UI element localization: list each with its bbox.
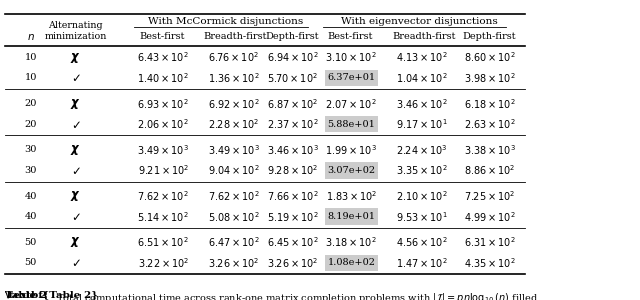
Text: $\checkmark$: $\checkmark$ (70, 71, 81, 85)
FancyBboxPatch shape (325, 116, 378, 132)
FancyBboxPatch shape (325, 255, 378, 271)
Text: $6.18 \times 10^{2}$: $6.18 \times 10^{2}$ (464, 97, 515, 111)
Text: $6.43 \times 10^{2}$: $6.43 \times 10^{2}$ (138, 51, 189, 64)
Text: With McCormick disjunctions: With McCormick disjunctions (148, 16, 303, 26)
Text: $2.07 \times 10^{2}$: $2.07 \times 10^{2}$ (326, 97, 377, 111)
Text: $1.83 \times 10^{2}$: $1.83 \times 10^{2}$ (326, 189, 377, 203)
FancyBboxPatch shape (325, 208, 378, 225)
Text: $4.99 \times 10^{2}$: $4.99 \times 10^{2}$ (464, 210, 515, 224)
Text: $9.28 \times 10^{2}$: $9.28 \times 10^{2}$ (267, 164, 318, 177)
Text: $7.66 \times 10^{2}$: $7.66 \times 10^{2}$ (267, 189, 318, 203)
Text: $6.47 \times 10^{2}$: $6.47 \times 10^{2}$ (208, 236, 259, 249)
Text: 10: 10 (24, 74, 37, 82)
Text: 6.37e+01: 6.37e+01 (327, 74, 376, 82)
Text: $3.46 \times 10^{3}$: $3.46 \times 10^{3}$ (266, 143, 319, 157)
Text: 20: 20 (24, 99, 37, 108)
Text: $4.13 \times 10^{2}$: $4.13 \times 10^{2}$ (396, 51, 447, 64)
FancyBboxPatch shape (325, 162, 378, 178)
FancyBboxPatch shape (325, 70, 378, 86)
Text: Breadth-first: Breadth-first (392, 32, 456, 41)
Text: $\checkmark$: $\checkmark$ (70, 164, 81, 177)
Text: $5.08 \times 10^{2}$: $5.08 \times 10^{2}$ (208, 210, 259, 224)
Text: $3.10 \times 10^{2}$: $3.10 \times 10^{2}$ (326, 51, 377, 64)
Text: $\checkmark$: $\checkmark$ (70, 210, 81, 223)
Text: $4.56 \times 10^{2}$: $4.56 \times 10^{2}$ (396, 236, 447, 249)
Text: $9.21 \times 10^{2}$: $9.21 \times 10^{2}$ (138, 164, 189, 177)
Text: $3.35 \times 10^{2}$: $3.35 \times 10^{2}$ (396, 164, 447, 177)
Text: $1.47 \times 10^{2}$: $1.47 \times 10^{2}$ (396, 256, 447, 270)
Text: $3.46 \times 10^{2}$: $3.46 \times 10^{2}$ (396, 97, 447, 111)
Text: $6.94 \times 10^{2}$: $6.94 \times 10^{2}$ (267, 51, 318, 64)
Text: $\checkmark$: $\checkmark$ (70, 256, 81, 269)
Text: With eigenvector disjunctions: With eigenvector disjunctions (341, 16, 497, 26)
Text: Alternating
minimization: Alternating minimization (44, 21, 107, 41)
Text: $\checkmark$: $\checkmark$ (70, 118, 81, 131)
Text: Depth-first: Depth-first (463, 32, 516, 41)
Text: $3.49 \times 10^{3}$: $3.49 \times 10^{3}$ (137, 143, 189, 157)
Text: $\boldsymbol{\chi}$: $\boldsymbol{\chi}$ (70, 51, 81, 64)
Text: $6.93 \times 10^{2}$: $6.93 \times 10^{2}$ (138, 97, 189, 111)
Text: $5.70 \times 10^{2}$: $5.70 \times 10^{2}$ (267, 71, 318, 85)
Text: $1.40 \times 10^{2}$: $1.40 \times 10^{2}$ (138, 71, 189, 85)
Text: $6.31 \times 10^{2}$: $6.31 \times 10^{2}$ (464, 236, 515, 249)
Text: $1.36 \times 10^{2}$: $1.36 \times 10^{2}$ (208, 71, 259, 85)
Text: 40: 40 (24, 192, 37, 201)
Text: 30: 30 (24, 166, 37, 175)
Text: $8.60 \times 10^{2}$: $8.60 \times 10^{2}$ (464, 51, 515, 64)
Text: $6.92 \times 10^{2}$: $6.92 \times 10^{2}$ (208, 97, 259, 111)
Text: $\boldsymbol{\chi}$: $\boldsymbol{\chi}$ (70, 143, 81, 157)
Text: 20: 20 (24, 120, 37, 129)
Text: 5.88e+01: 5.88e+01 (328, 120, 375, 129)
Text: \textbf{Table 2}: \textbf{Table 2} (5, 290, 98, 299)
Text: Best-first: Best-first (327, 32, 373, 41)
Text: $8.86 \times 10^{2}$: $8.86 \times 10^{2}$ (464, 164, 515, 177)
Text: $6.51 \times 10^{2}$: $6.51 \times 10^{2}$ (138, 236, 189, 249)
Text: $1.04 \times 10^{2}$: $1.04 \times 10^{2}$ (396, 71, 447, 85)
Text: 8.19e+01: 8.19e+01 (328, 212, 375, 221)
Text: 3.07e+02: 3.07e+02 (327, 166, 376, 175)
Text: $5.14 \times 10^{2}$: $5.14 \times 10^{2}$ (138, 210, 189, 224)
Text: $3.26 \times 10^{2}$: $3.26 \times 10^{2}$ (208, 256, 259, 270)
Text: $4.35 \times 10^{2}$: $4.35 \times 10^{2}$ (464, 256, 515, 270)
Text: $7.62 \times 10^{2}$: $7.62 \times 10^{2}$ (138, 189, 189, 203)
Text: 10: 10 (24, 53, 37, 62)
Text: $3.49 \times 10^{3}$: $3.49 \times 10^{3}$ (207, 143, 260, 157)
Text: $2.06 \times 10^{2}$: $2.06 \times 10^{2}$ (138, 117, 189, 131)
Text: $9.53 \times 10^{1}$: $9.53 \times 10^{1}$ (396, 210, 447, 224)
Text: $6.45 \times 10^{2}$: $6.45 \times 10^{2}$ (267, 236, 318, 249)
Text: 50: 50 (24, 238, 37, 247)
Text: $3.18 \times 10^{2}$: $3.18 \times 10^{2}$ (326, 236, 377, 249)
Text: 1.08e+02: 1.08e+02 (328, 258, 375, 267)
Text: $2.63 \times 10^{2}$: $2.63 \times 10^{2}$ (464, 117, 515, 131)
Text: $1.99 \times 10^{3}$: $1.99 \times 10^{3}$ (325, 143, 378, 157)
Text: Table 2: Table 2 (5, 290, 47, 299)
Text: $7.25 \times 10^{2}$: $7.25 \times 10^{2}$ (464, 189, 515, 203)
Text: $n$: $n$ (27, 32, 35, 42)
Text: $9.04 \times 10^{2}$: $9.04 \times 10^{2}$ (208, 164, 259, 177)
Text: $6.76 \times 10^{2}$: $6.76 \times 10^{2}$ (208, 51, 259, 64)
Text: $3.98 \times 10^{2}$: $3.98 \times 10^{2}$ (464, 71, 515, 85)
Text: $\boldsymbol{\chi}$: $\boldsymbol{\chi}$ (70, 189, 81, 203)
Text: Breadth-first: Breadth-first (204, 32, 268, 41)
Text: $2.37 \times 10^{2}$: $2.37 \times 10^{2}$ (267, 117, 318, 131)
Text: 50: 50 (24, 258, 37, 267)
Text: Best-first: Best-first (139, 32, 185, 41)
Text: $5.19 \times 10^{2}$: $5.19 \times 10^{2}$ (267, 210, 318, 224)
Text: $7.62 \times 10^{2}$: $7.62 \times 10^{2}$ (208, 189, 259, 203)
Text: $\boldsymbol{\chi}$: $\boldsymbol{\chi}$ (70, 236, 81, 249)
Text: $3.22 \times 10^{2}$: $3.22 \times 10^{2}$ (138, 256, 189, 270)
Text: 30: 30 (24, 146, 37, 154)
Text: $2.24 \times 10^{3}$: $2.24 \times 10^{3}$ (396, 143, 447, 157)
Text: Total computational time across rank-one matrix completion problems with $|\math: Total computational time across rank-one… (56, 290, 539, 300)
Text: $2.28 \times 10^{2}$: $2.28 \times 10^{2}$ (208, 117, 259, 131)
Text: $6.87 \times 10^{2}$: $6.87 \times 10^{2}$ (267, 97, 318, 111)
Text: Depth-first: Depth-first (266, 32, 319, 41)
Text: $3.26 \times 10^{2}$: $3.26 \times 10^{2}$ (267, 256, 318, 270)
Text: 40: 40 (24, 212, 37, 221)
Text: $\boldsymbol{\chi}$: $\boldsymbol{\chi}$ (70, 97, 81, 111)
Text: $2.10 \times 10^{2}$: $2.10 \times 10^{2}$ (396, 189, 447, 203)
Text: $3.38 \times 10^{3}$: $3.38 \times 10^{3}$ (463, 143, 516, 157)
Text: $9.17 \times 10^{1}$: $9.17 \times 10^{1}$ (396, 117, 447, 131)
